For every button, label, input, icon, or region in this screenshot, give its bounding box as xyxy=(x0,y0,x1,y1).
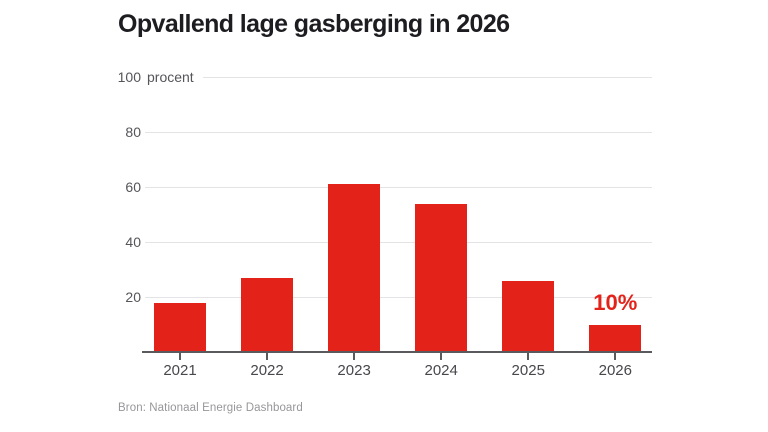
bar-2024 xyxy=(415,203,468,352)
bar-2023 xyxy=(328,184,381,352)
y-axis-tick-label: 40 xyxy=(125,234,141,250)
y-axis-unit-label: procent xyxy=(147,69,194,85)
x-axis-tick-label: 2023 xyxy=(337,362,371,379)
bar-2025 xyxy=(502,280,555,352)
y-axis-tick-label: 20 xyxy=(125,289,141,305)
x-axis-tick-label: 2021 xyxy=(163,362,197,379)
x-axis-tick xyxy=(527,353,530,360)
chart-title: Opvallend lage gasberging in 2026 xyxy=(118,10,510,38)
source-caption: Bron: Nationaal Energie Dashboard xyxy=(118,402,303,414)
gridline-100 xyxy=(203,77,652,78)
gridline-60 xyxy=(145,187,652,188)
gridline-20 xyxy=(145,297,652,298)
bar-value-annotation: 10% xyxy=(593,289,638,315)
x-axis-tick xyxy=(440,353,443,360)
y-axis-tick-label: 60 xyxy=(125,179,141,195)
y-axis-tick-label: 100 xyxy=(117,69,141,85)
x-axis-tick xyxy=(353,353,356,360)
gridline-40 xyxy=(145,242,652,243)
bar-2022 xyxy=(241,277,294,352)
bar-2026 xyxy=(589,324,642,352)
x-axis-tick-label: 2022 xyxy=(250,362,284,379)
x-axis-tick-label: 2026 xyxy=(598,362,632,379)
x-axis-line xyxy=(142,351,652,353)
y-axis-tick-label: 80 xyxy=(125,124,141,140)
x-axis-tick-label: 2025 xyxy=(511,362,545,379)
x-axis-tick-label: 2024 xyxy=(424,362,458,379)
bar-2021 xyxy=(154,302,206,352)
x-axis-tick xyxy=(266,353,269,360)
x-axis-tick xyxy=(179,353,181,360)
x-axis-tick xyxy=(614,353,617,360)
gridline-80 xyxy=(145,132,652,133)
